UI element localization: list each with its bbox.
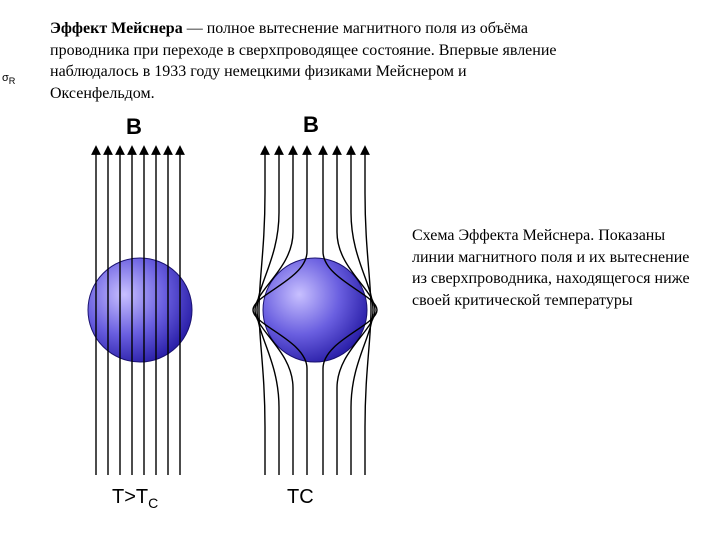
intro-paragraph: Эффект Мейснера — полное вытеснение магн… bbox=[50, 18, 570, 104]
intro-bold: Эффект Мейснера bbox=[50, 20, 183, 37]
field-lines-right-svg bbox=[235, 120, 395, 490]
diagram-normal-state: B T>TC bbox=[60, 120, 220, 520]
t-label-right: TC bbox=[287, 486, 314, 509]
page: σR Эффект Мейснера — полное вытеснение м… bbox=[0, 0, 720, 540]
margin-symbol-sigma: σ bbox=[2, 72, 9, 84]
b-label-right: B bbox=[303, 112, 319, 138]
b-label-left: B bbox=[126, 114, 142, 140]
margin-symbol-sub: R bbox=[9, 76, 16, 86]
field-lines-left-svg bbox=[60, 120, 220, 490]
diagram-superconducting-state: B TC bbox=[235, 120, 395, 520]
margin-symbol: σR bbox=[2, 72, 15, 86]
t-label-left: T>TC bbox=[112, 486, 158, 511]
caption-text: Схема Эффекта Мейснера. Показаны линии м… bbox=[412, 225, 692, 311]
